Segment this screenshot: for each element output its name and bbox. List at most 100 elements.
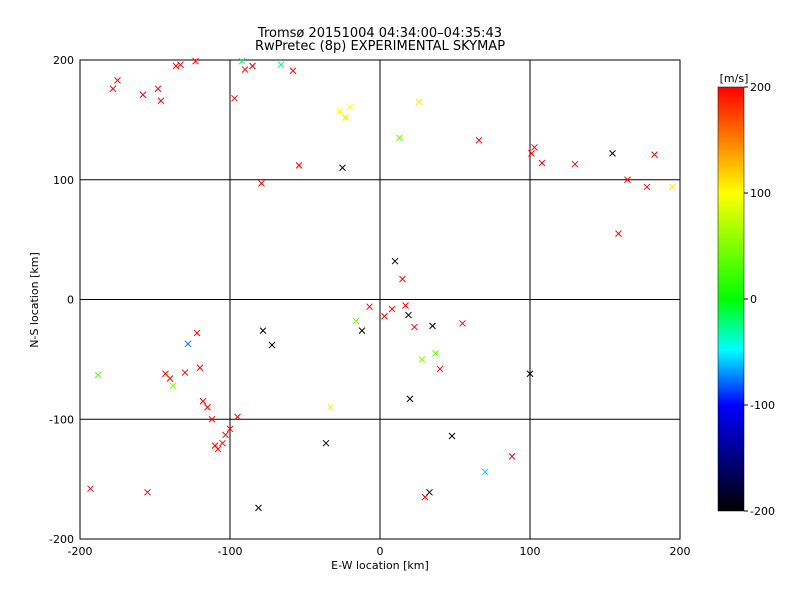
data-point (531, 144, 538, 151)
colorbar-ticks: 200 100 0 -100 -200 (744, 81, 775, 518)
data-point (624, 176, 631, 184)
data-point (406, 395, 414, 403)
x-tick-label: 0 (377, 545, 384, 558)
data-point (358, 327, 366, 334)
data-point (669, 183, 676, 191)
data-point (411, 323, 418, 331)
data-point (405, 311, 412, 319)
y-tick-label: 0 (67, 294, 74, 307)
data-point (418, 356, 426, 363)
grid-lines (80, 60, 680, 539)
colorbar-tick-label: -100 (750, 399, 775, 412)
data-point (255, 504, 262, 512)
colorbar-tick-label: 0 (750, 293, 757, 306)
colorbar: [m/s] 200 100 0 -100 -200 (717, 72, 775, 518)
y-tick-label: -200 (49, 533, 74, 546)
data-point (277, 61, 285, 69)
data-point (249, 62, 256, 70)
data-point (208, 415, 216, 423)
data-point (139, 91, 147, 99)
data-point (154, 85, 162, 93)
x-tick-label: -100 (218, 545, 243, 558)
data-point (429, 322, 436, 330)
data-point (352, 317, 360, 325)
data-point (388, 305, 396, 313)
colorbar-gradient (717, 86, 745, 512)
colorbar-tick-label: 100 (750, 187, 771, 200)
data-point (399, 275, 406, 283)
data-point (436, 365, 444, 373)
data-point (222, 431, 229, 439)
x-tick-label: -200 (68, 545, 93, 558)
data-point (346, 103, 354, 111)
chart-subtitle: RwPretec (8p) EXPERIMENTAL SKYMAP (255, 39, 505, 54)
data-point (193, 329, 201, 337)
data-point (342, 114, 349, 121)
data-point (94, 371, 102, 379)
data-point (289, 67, 297, 75)
data-point (226, 425, 234, 433)
x-axis-ticks: -200 -100 0 100 200 (68, 545, 691, 558)
data-point (609, 150, 616, 157)
y-axis-ticks: -200 -100 0 100 200 (49, 54, 74, 546)
data-point (339, 164, 346, 172)
data-point (391, 257, 399, 265)
y-tick-label: 100 (53, 174, 74, 187)
data-point (327, 403, 334, 411)
colorbar-tick-label: 200 (750, 81, 771, 94)
data-point (396, 134, 403, 142)
y-tick-label: -100 (49, 413, 74, 426)
data-point (528, 150, 535, 157)
y-tick-label: 200 (53, 54, 74, 67)
data-point (166, 375, 174, 382)
data-point (475, 136, 483, 144)
data-point (241, 66, 249, 73)
data-point (538, 159, 546, 167)
data-point (109, 85, 117, 93)
data-point (157, 97, 165, 105)
data-point (184, 340, 192, 348)
data-point (381, 312, 388, 320)
data-point (219, 439, 226, 447)
data-point (231, 94, 238, 102)
data-point (295, 162, 303, 169)
data-point (199, 397, 207, 405)
data-point (366, 303, 373, 311)
chart-title: Tromsø 20151004 04:34:00–04:35:43 (257, 26, 502, 41)
data-point (214, 445, 222, 453)
data-point (238, 57, 246, 65)
data-point (259, 327, 267, 334)
data-point (448, 432, 456, 440)
data-point (526, 370, 534, 378)
data-point (615, 230, 622, 237)
data-point (234, 413, 241, 421)
x-axis-label: E-W location [km] (331, 559, 429, 572)
data-point (336, 108, 343, 115)
data-point (144, 488, 151, 496)
data-point (87, 485, 94, 493)
data-point (426, 488, 433, 496)
data-point (192, 57, 199, 65)
data-point (415, 98, 423, 106)
data-points (87, 57, 676, 512)
y-axis-label: N-S location [km] (28, 252, 41, 348)
data-point (571, 160, 579, 168)
data-point (402, 302, 409, 309)
data-point (181, 369, 189, 376)
data-point (481, 468, 489, 476)
plot-area: -200 -100 0 100 200 -200 -100 0 100 200 (49, 54, 690, 558)
data-point (114, 77, 121, 84)
data-point (258, 179, 265, 187)
data-point (508, 453, 516, 460)
data-point (643, 183, 651, 191)
data-point (459, 320, 466, 327)
data-point (204, 403, 211, 411)
colorbar-tick-label: -200 (750, 505, 775, 518)
data-point (268, 341, 276, 349)
x-tick-label: 100 (520, 545, 541, 558)
colorbar-unit-label: [m/s] (720, 72, 749, 85)
data-point (196, 364, 204, 372)
x-tick-label: 200 (670, 545, 691, 558)
data-point (169, 382, 177, 390)
data-point (177, 61, 184, 69)
